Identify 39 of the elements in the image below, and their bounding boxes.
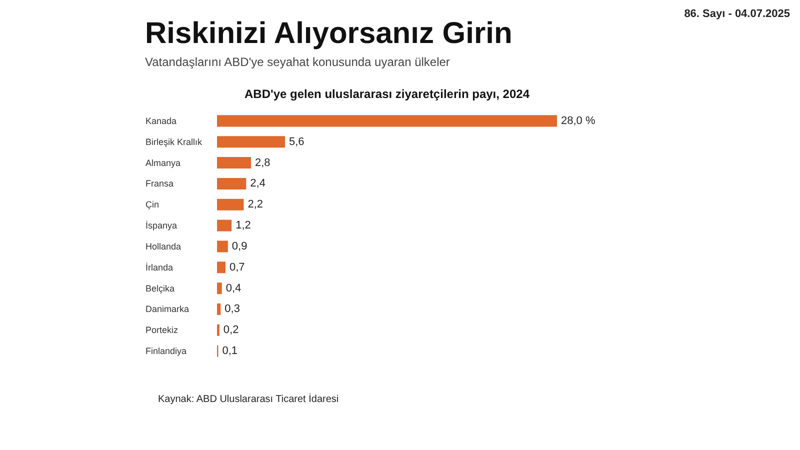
y-tick-label: Almanya <box>146 158 181 168</box>
chart-subtitle: Vatandaşlarını ABD'ye seyahat konusunda uyaran ülkeler <box>145 55 450 69</box>
y-tick-label: Belçika <box>146 283 175 294</box>
data-label: 0,1 <box>222 345 238 358</box>
text: 86. Sayı - 04.07.2025 <box>684 8 790 20</box>
chart-title: Riskinizi Alıyorsanız Girin <box>145 17 512 50</box>
y-tick-label: Fransa <box>146 178 174 189</box>
bar <box>217 136 285 148</box>
bar <box>217 220 232 232</box>
bar <box>217 303 221 315</box>
text: Kaynak: ABD Uluslararası Ticaret İdaresi <box>158 394 339 405</box>
data-label: 2,4 <box>250 178 266 190</box>
data-label: 0,4 <box>226 282 242 294</box>
y-tick-label: Kanada <box>146 116 177 126</box>
y-tick-label: Birleşik Krallık <box>146 136 203 147</box>
data-label: 0,3 <box>224 303 240 316</box>
bar <box>217 157 251 169</box>
data-label: 2,2 <box>248 198 264 211</box>
y-tick-label: Finlandiya <box>146 346 187 356</box>
y-tick-label: İrlanda <box>146 262 174 272</box>
y-tick-label: Danimarka <box>146 304 190 314</box>
data-label: 28,0 % <box>561 114 596 127</box>
text: ABD'ye gelen uluslararası ziyaretçilerin payı, 2024 <box>244 87 530 101</box>
bar <box>217 198 244 210</box>
data-label: 5,6 <box>289 136 304 148</box>
data-label: 0,9 <box>232 240 248 252</box>
y-tick-label: Çin <box>146 200 160 210</box>
bar <box>217 178 246 190</box>
data-label: 1,2 <box>236 220 251 232</box>
data-label: 2,8 <box>255 156 270 169</box>
data-label: 0,7 <box>230 261 245 274</box>
bar <box>217 240 228 252</box>
y-tick-label: İspanya <box>146 220 178 231</box>
bar <box>217 262 226 274</box>
bar <box>217 282 222 294</box>
bar <box>217 115 557 127</box>
y-tick-label: Hollanda <box>146 241 182 252</box>
data-label: 0,2 <box>223 324 239 336</box>
y-tick-label: Portekiz <box>146 325 179 336</box>
